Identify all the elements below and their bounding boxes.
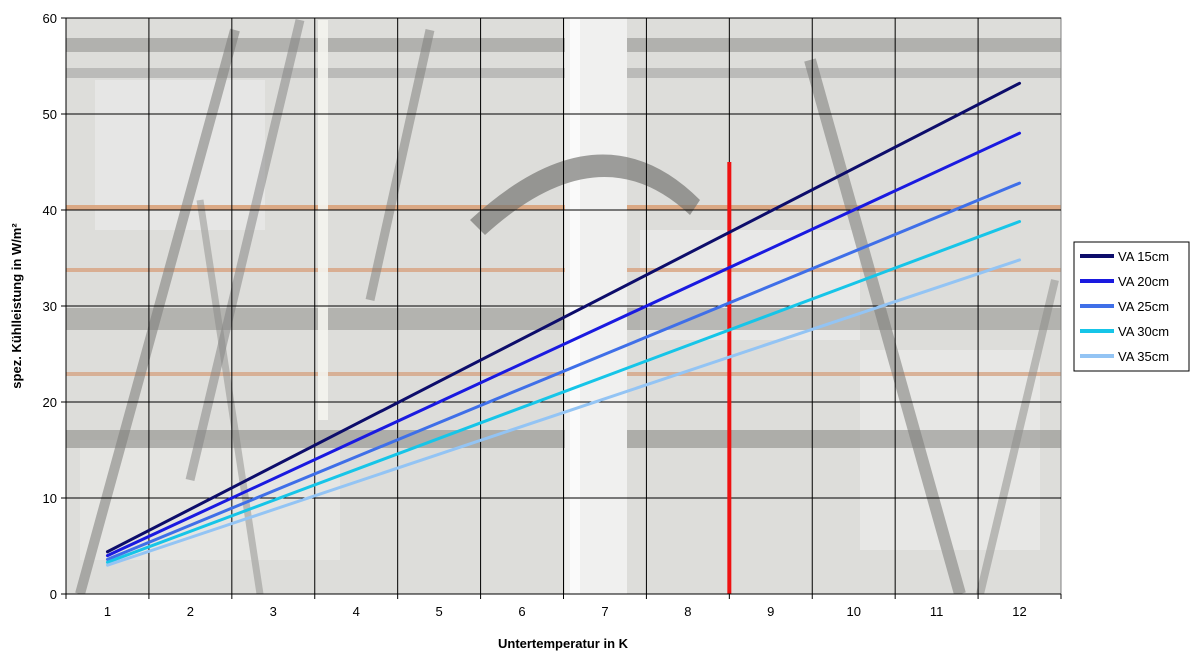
- x-tick-label: 1: [104, 604, 111, 619]
- legend-label: VA 25cm: [1118, 299, 1169, 314]
- x-tick-label: 10: [846, 604, 860, 619]
- x-axis-title: Untertemperatur in K: [498, 636, 629, 651]
- x-tick-label: 7: [601, 604, 608, 619]
- x-tick-label: 2: [187, 604, 194, 619]
- x-tick-label: 5: [436, 604, 443, 619]
- y-tick-label: 60: [43, 11, 57, 26]
- series-line-va-30cm: [105, 220, 1022, 564]
- legend: VA 15cm VA 20cm VA 25cm VA 30cm VA 35cm: [1073, 241, 1190, 372]
- y-tick-label: 30: [43, 299, 57, 314]
- legend-items: VA 15cm VA 20cm VA 25cm VA 30cm VA 35cm: [1080, 249, 1169, 364]
- y-tick-label: 0: [50, 587, 57, 602]
- x-tick-label: 11: [930, 604, 944, 619]
- x-tick-label: 9: [767, 604, 774, 619]
- legend-label: VA 35cm: [1118, 349, 1169, 364]
- legend-label: VA 20cm: [1118, 274, 1169, 289]
- x-tick-label: 8: [684, 604, 691, 619]
- y-tick-label: 10: [43, 491, 57, 506]
- series-line-va-25cm: [105, 181, 1022, 561]
- y-tick-label: 40: [43, 203, 57, 218]
- series-line-va-15cm: [105, 81, 1022, 554]
- legend-label: VA 15cm: [1118, 249, 1169, 264]
- y-axis-title: spez. Kühlleistung in W/m²: [9, 223, 24, 389]
- x-tick-label: 12: [1012, 604, 1026, 619]
- x-tick-label: 4: [353, 604, 360, 619]
- x-tick-label: 6: [518, 604, 525, 619]
- x-tick-label: 3: [270, 604, 277, 619]
- y-tick-label: 50: [43, 107, 57, 122]
- axes: [61, 17, 1062, 599]
- series-lines: [105, 81, 1022, 567]
- legend-label: VA 30cm: [1118, 324, 1169, 339]
- y-tick-label: 20: [43, 395, 57, 410]
- series-line-va-20cm: [105, 131, 1022, 558]
- series-line-va-35cm: [105, 258, 1022, 567]
